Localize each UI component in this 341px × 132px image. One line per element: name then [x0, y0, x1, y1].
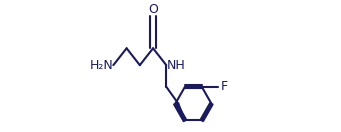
Text: F: F: [221, 80, 228, 93]
Text: H₂N: H₂N: [90, 59, 113, 72]
Text: NH: NH: [166, 59, 185, 72]
Text: O: O: [148, 3, 158, 16]
